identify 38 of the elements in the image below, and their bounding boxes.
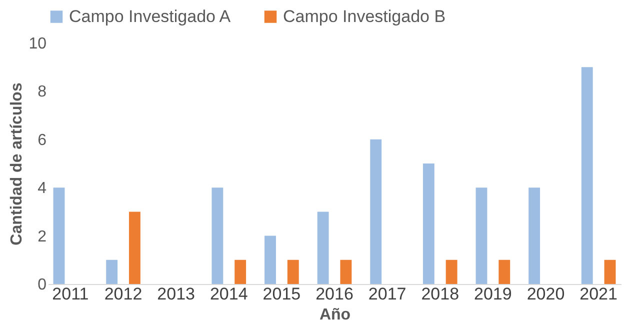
x-tick-label: 2019: [474, 284, 512, 304]
bar: [498, 260, 510, 284]
y-tick-label: 8: [38, 84, 47, 101]
y-tick-label: 2: [38, 228, 47, 246]
x-axis-title: Año: [319, 306, 351, 324]
y-tick-label: 10: [28, 36, 47, 52]
x-tick-label: 2021: [580, 284, 618, 304]
x-tick-label: 2012: [104, 284, 142, 304]
y-tick-label: 6: [38, 132, 47, 149]
bar: [212, 188, 224, 284]
x-tick-label: 2014: [210, 284, 248, 304]
bar: [287, 260, 299, 284]
y-axis-title: Cantidad de artículos: [8, 82, 26, 246]
bar: [340, 260, 352, 284]
bar: [581, 67, 593, 284]
x-tick-label: 2016: [316, 284, 354, 304]
y-tick-label: 4: [38, 180, 47, 198]
bar: [128, 212, 140, 284]
bar: [528, 188, 540, 284]
legend-label: Campo Investigado B: [283, 6, 446, 26]
x-tick-label: 2015: [262, 284, 301, 304]
bar: [53, 188, 65, 284]
bar: [317, 212, 329, 284]
bar: [422, 164, 434, 284]
bar: [476, 188, 488, 284]
x-tick-label: 2017: [368, 284, 406, 304]
x-tick-label: 2020: [526, 284, 565, 304]
bar: [604, 260, 616, 284]
bar: [446, 260, 458, 284]
x-tick-label: 2011: [52, 284, 89, 304]
legend-label: Campo Investigado A: [69, 6, 232, 26]
x-tick-label: 2018: [421, 284, 460, 304]
bar: [234, 260, 246, 284]
x-tick-label: 2013: [157, 284, 195, 304]
bar: [264, 236, 276, 284]
y-tick-label: 0: [38, 276, 47, 294]
bar: [370, 139, 382, 284]
bar: [106, 260, 118, 284]
